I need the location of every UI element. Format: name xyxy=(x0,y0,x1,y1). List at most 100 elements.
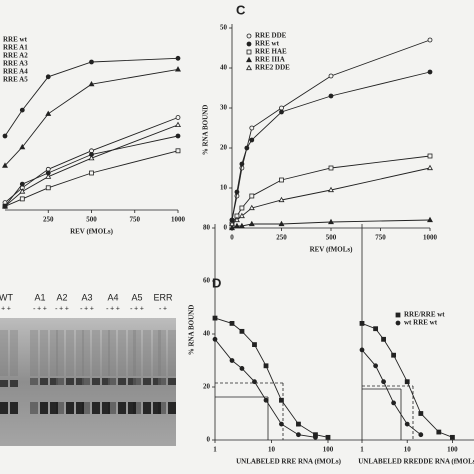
smear xyxy=(143,330,151,376)
y-tick-label: 0 xyxy=(207,436,211,444)
point xyxy=(233,216,240,223)
smear xyxy=(153,330,161,376)
point xyxy=(229,220,235,227)
band xyxy=(0,402,8,414)
band xyxy=(10,380,18,387)
point xyxy=(89,152,94,157)
point xyxy=(175,121,181,127)
y-axis-label: % RNA BOUND xyxy=(202,105,210,156)
point xyxy=(418,432,424,438)
point xyxy=(391,352,397,358)
point xyxy=(373,363,379,369)
x-axis-label: REV (fMOLs) xyxy=(310,246,354,254)
point xyxy=(279,109,284,115)
point xyxy=(175,55,181,61)
x-tick-label: 500 xyxy=(86,216,97,224)
point xyxy=(373,326,379,332)
band xyxy=(92,402,100,414)
x-axis-label: REV (fMOLs) xyxy=(70,228,114,236)
gel-bands xyxy=(0,330,176,414)
point xyxy=(279,105,284,111)
lane-label: A4 xyxy=(107,292,118,302)
point xyxy=(238,212,245,219)
band xyxy=(76,402,84,414)
lane-signs: - + + xyxy=(33,305,47,313)
band xyxy=(158,402,166,414)
lane-signs: - + xyxy=(159,305,167,313)
band xyxy=(50,402,58,414)
x-tick-label: 10 xyxy=(404,446,412,454)
point xyxy=(212,315,218,321)
smear xyxy=(108,330,116,376)
point xyxy=(381,336,386,342)
point xyxy=(175,66,181,72)
legend-label: RRE A2 xyxy=(3,52,28,60)
x-tick-label: 0 xyxy=(230,234,234,242)
x-tick-label: 1000 xyxy=(423,234,438,242)
legend-label: RRE wt xyxy=(255,40,280,48)
smear xyxy=(168,330,176,376)
point xyxy=(325,434,331,440)
series-line xyxy=(361,349,422,436)
point xyxy=(278,220,285,227)
smear xyxy=(128,330,136,376)
legend-label: RRE A3 xyxy=(3,60,28,68)
point xyxy=(252,379,257,385)
y-tick-label: 40 xyxy=(220,64,228,72)
band xyxy=(0,380,8,387)
band xyxy=(108,378,116,385)
x-tick-label: 250 xyxy=(276,234,287,242)
x-tick-label: 750 xyxy=(130,216,141,224)
band xyxy=(133,378,141,385)
y-tick-label: 10 xyxy=(220,184,228,192)
band xyxy=(143,378,151,385)
legend-label: RRE DDE xyxy=(255,32,287,40)
x-tick-label: 1 xyxy=(213,446,217,454)
point xyxy=(278,196,285,203)
x-tick-label: 1 xyxy=(360,446,364,454)
y-tick-label: 0 xyxy=(224,224,228,232)
ic50-guides xyxy=(215,382,414,440)
band xyxy=(76,378,84,385)
band xyxy=(82,402,90,414)
point xyxy=(19,196,25,202)
smear xyxy=(102,330,110,376)
y-tick-label: 60 xyxy=(203,277,211,285)
y-tick-label: 40 xyxy=(203,330,211,338)
x-tick-label: 750 xyxy=(375,234,386,242)
legend-label: RRE2 DDE xyxy=(255,64,290,72)
band xyxy=(128,378,136,385)
lane-label: WT xyxy=(0,292,13,302)
point xyxy=(328,73,334,79)
lane-signs: - + + xyxy=(130,305,144,313)
band xyxy=(153,378,161,385)
series-line xyxy=(4,57,179,137)
series-line xyxy=(214,317,329,438)
legend-label: RRE HAE xyxy=(255,48,287,56)
point xyxy=(391,400,397,406)
lane-label: A1 xyxy=(34,292,45,302)
point xyxy=(175,148,181,154)
band xyxy=(30,378,38,385)
lane-signs: - + + xyxy=(55,305,69,313)
point xyxy=(328,186,334,193)
legend-marker xyxy=(246,41,252,47)
band xyxy=(153,402,161,414)
legend-label: RRE IIIA xyxy=(255,56,285,64)
x-tick-label: 10 xyxy=(268,446,276,454)
lane-label: A5 xyxy=(131,292,142,302)
point xyxy=(238,222,245,229)
point xyxy=(19,188,26,194)
point xyxy=(313,434,318,440)
smear xyxy=(92,330,100,376)
legend-label: RRE/RRE wt xyxy=(404,311,445,319)
point xyxy=(328,93,334,99)
band xyxy=(143,402,151,414)
point xyxy=(89,170,94,176)
panel-label: D xyxy=(212,275,221,290)
y-tick-label: 20 xyxy=(220,144,228,152)
legend-marker xyxy=(246,33,252,39)
smear xyxy=(118,330,126,376)
point xyxy=(328,218,334,225)
